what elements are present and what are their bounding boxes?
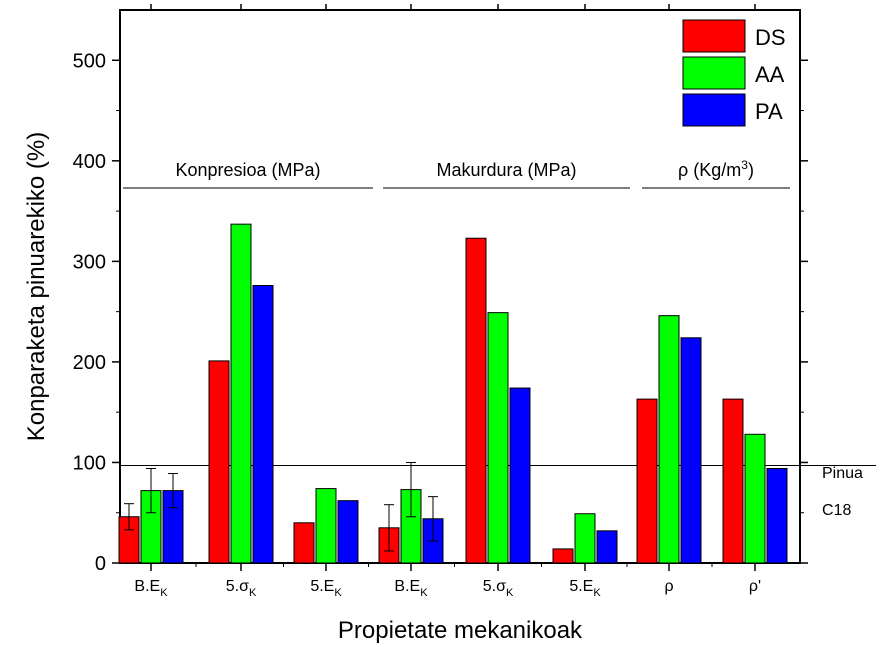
bar-aa xyxy=(230,223,252,564)
bar-aa xyxy=(487,312,509,564)
x-axis-title: Propietate mekanikoak xyxy=(338,617,583,644)
x-tick-label: 5.σK xyxy=(483,578,514,599)
x-tick-label: B.EK xyxy=(394,578,428,599)
bar-ds xyxy=(208,360,230,564)
group-labels: Konpresioa (MPa) Makurdura (MPa) ρ (Kg/m3) xyxy=(123,158,790,189)
legend-swatch-aa xyxy=(682,56,746,90)
x-tick-label: 5.σK xyxy=(226,578,257,599)
reference-label-line2: C18 xyxy=(822,502,851,519)
legend: DS AA PA xyxy=(682,19,786,127)
legend-label-aa: AA xyxy=(755,62,785,87)
y-tick-label: 100 xyxy=(73,452,106,474)
x-tick-label: ρ xyxy=(664,578,673,595)
legend-swatch-ds xyxy=(682,19,746,53)
x-tick-label: ρ' xyxy=(749,578,761,595)
bar-ds xyxy=(293,522,315,564)
bar-pa xyxy=(680,337,702,564)
bar-pa xyxy=(509,387,531,564)
bar-ds xyxy=(722,398,744,564)
legend-label-pa: PA xyxy=(755,99,783,124)
error-bars xyxy=(124,461,438,552)
plot-border xyxy=(119,9,801,564)
bars xyxy=(118,223,788,564)
bar-pa xyxy=(337,500,359,564)
bar-pa xyxy=(766,467,788,564)
x-tick-label: B.EK xyxy=(134,578,168,599)
bar-aa xyxy=(744,433,766,564)
group-label: Konpresioa (MPa) xyxy=(175,160,320,180)
bar-aa xyxy=(658,315,680,564)
bar-pa xyxy=(252,284,274,564)
y-tick-label: 400 xyxy=(73,151,106,173)
bar-ds xyxy=(465,237,487,564)
axes: 0 100 200 300 400 500 B.EK 5.σK 5.EK B.EK 5.σK 5.EK… xyxy=(73,4,808,599)
plot-frame xyxy=(119,9,801,564)
legend-label-ds: DS xyxy=(755,25,786,50)
bar-ds xyxy=(636,398,658,564)
bar-aa xyxy=(574,513,596,564)
y-tick-label: 200 xyxy=(73,352,106,374)
group-label: ρ (Kg/m3) xyxy=(678,158,754,180)
bar-pa xyxy=(596,530,618,564)
bar-ds xyxy=(552,548,574,564)
y-axis-title: Konparaketa pinuarekiko (%) xyxy=(23,132,50,442)
bar-aa xyxy=(315,488,337,564)
x-tick-label: 5.EK xyxy=(310,578,342,599)
reference-label-line1: Pinua xyxy=(822,465,863,482)
y-tick-label: 300 xyxy=(73,251,106,273)
legend-swatch-pa xyxy=(682,93,746,127)
y-tick-label: 0 xyxy=(95,553,106,575)
group-label: Makurdura (MPa) xyxy=(436,160,576,180)
x-tick-label: 5.EK xyxy=(569,578,601,599)
y-tick-label: 500 xyxy=(73,50,106,72)
